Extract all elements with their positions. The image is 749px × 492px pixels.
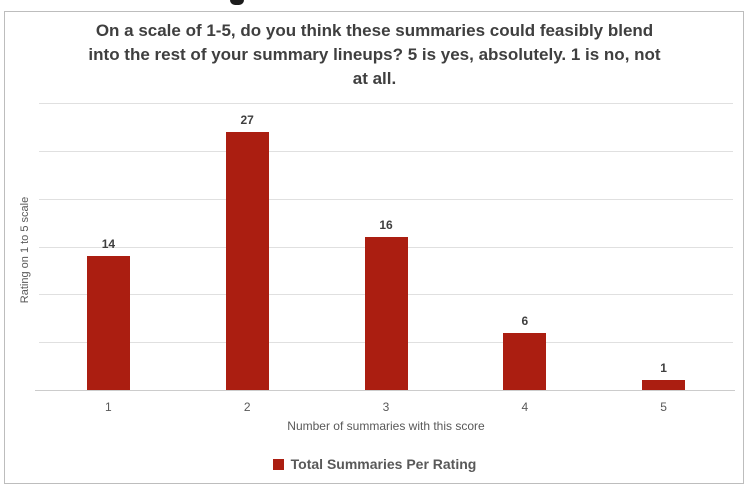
x-axis-label: Number of summaries with this score: [287, 419, 485, 433]
bar-rating-5: [642, 380, 686, 390]
gridline-y-25: [39, 150, 733, 152]
bar-value-label-5: 1: [660, 361, 667, 376]
gridline-y-20: [39, 198, 733, 200]
x-tick-label-2: 2: [243, 400, 251, 414]
legend-label: Total Summaries Per Rating: [290, 456, 477, 472]
x-tick-label-3: 3: [382, 400, 390, 414]
bar-rating-4: [503, 332, 547, 390]
bar-value-label-4: 6: [521, 313, 529, 328]
bar-value-label-2: 27: [240, 112, 254, 127]
bar-value-label-1: 14: [101, 237, 116, 252]
legend: Total Summaries Per Rating: [0, 456, 749, 472]
legend-swatch-icon: [272, 458, 284, 470]
chart-title-line-3: at all.: [352, 69, 397, 88]
x-axis-line: [35, 390, 735, 391]
bar-rating-2: [225, 131, 269, 390]
chart-title-line-1: On a scale of 1-5, do you think these su…: [95, 21, 654, 40]
bar-rating-1: [86, 256, 130, 390]
chart-title-line-2: into the rest of your summary lineups? 5…: [88, 45, 661, 64]
x-tick-label-1: 1: [105, 400, 112, 414]
bar-value-label-3: 16: [379, 218, 393, 232]
cropped-text-fragment: [230, 0, 244, 5]
plot-area: 14 1 27 2 16 3 6 4 1 5: [35, 85, 735, 414]
x-tick-label-5: 5: [660, 400, 667, 414]
bar-rating-3: [364, 237, 408, 390]
chart-title: On a scale of 1-5, do you think these su…: [0, 19, 749, 91]
gridline-y-30: [39, 103, 733, 105]
x-tick-label-4: 4: [521, 400, 529, 414]
y-axis-label: Rating on 1 to 5 scale: [19, 196, 31, 304]
